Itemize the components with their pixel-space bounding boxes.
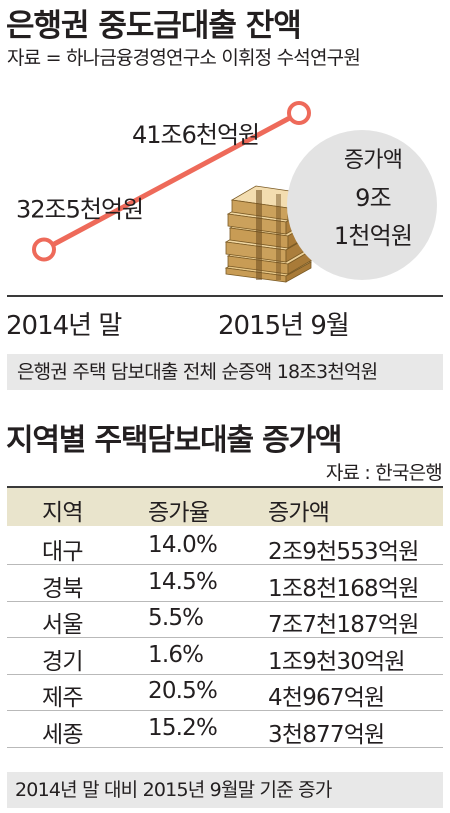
x-tick-label: 2014년 말	[6, 311, 122, 341]
table-row-rule	[7, 637, 443, 638]
cell-region: 제주	[42, 685, 84, 711]
data-label: 41조6천억원	[132, 121, 259, 149]
total-net-increase-note: 은행권 주택 담보대출 전체 순증액 18조3천억원	[7, 354, 443, 390]
table-row-rule	[7, 600, 443, 602]
data-point	[287, 101, 311, 125]
increase-bubble	[287, 130, 437, 280]
column-header-rate: 증가율	[148, 500, 210, 526]
cell-amount: 3천877억원	[268, 721, 385, 748]
section-title: 지역별 주택담보대출 증가액	[6, 423, 342, 458]
cell-rate: 14.5%	[148, 568, 218, 595]
increase-value-2: 1천억원	[333, 222, 413, 250]
table-row-rule	[7, 746, 443, 748]
section-source: 자료 : 한국은행	[325, 462, 443, 484]
table-header	[7, 488, 443, 526]
data-point	[32, 237, 56, 262]
footer-note: 2014년 말 대비 2015년 9월말 기준 증가	[7, 772, 443, 808]
cell-rate: 1.6%	[148, 641, 204, 668]
increase-value-1: 9조	[355, 184, 392, 212]
table-row-rule	[7, 673, 443, 675]
cell-amount: 2조9천553억원	[268, 539, 419, 565]
cell-rate: 14.0%	[148, 532, 218, 558]
loan-balance-line-chart: 32조5천억원 41조6천억원	[16, 101, 311, 262]
cell-rate: 20.5%	[148, 678, 218, 704]
source-note: 자료 = 하나금융경영연구소 이휘정 수석연구원	[7, 47, 361, 69]
cell-amount: 4천967억원	[268, 685, 385, 711]
cell-amount: 7조7천187억원	[268, 612, 419, 638]
cell-region: 세종	[42, 721, 84, 748]
column-header-region: 지역	[42, 500, 84, 526]
table-row-rule	[7, 564, 443, 565]
cell-region: 경기	[42, 648, 84, 675]
chart-title: 은행권 중도금대출 잔액	[6, 8, 302, 44]
cell-amount: 1조8천168억원	[268, 575, 419, 602]
series-line	[42, 110, 301, 252]
increase-label: 증가액	[343, 148, 403, 173]
column-header-amount: 증가액	[268, 500, 330, 526]
cell-region: 대구	[42, 539, 84, 565]
table-row-rule	[7, 710, 443, 711]
table-top-rule	[7, 486, 443, 488]
cell-amount: 1조9천30억원	[268, 648, 406, 675]
data-label: 32조5천억원	[16, 196, 143, 224]
x-axis-line	[7, 295, 443, 297]
cell-region: 경북	[42, 575, 84, 602]
cell-region: 서울	[42, 612, 84, 638]
x-tick-label: 2015년 9월	[218, 311, 350, 341]
cell-rate: 15.2%	[148, 714, 218, 741]
cell-rate: 5.5%	[148, 605, 204, 631]
